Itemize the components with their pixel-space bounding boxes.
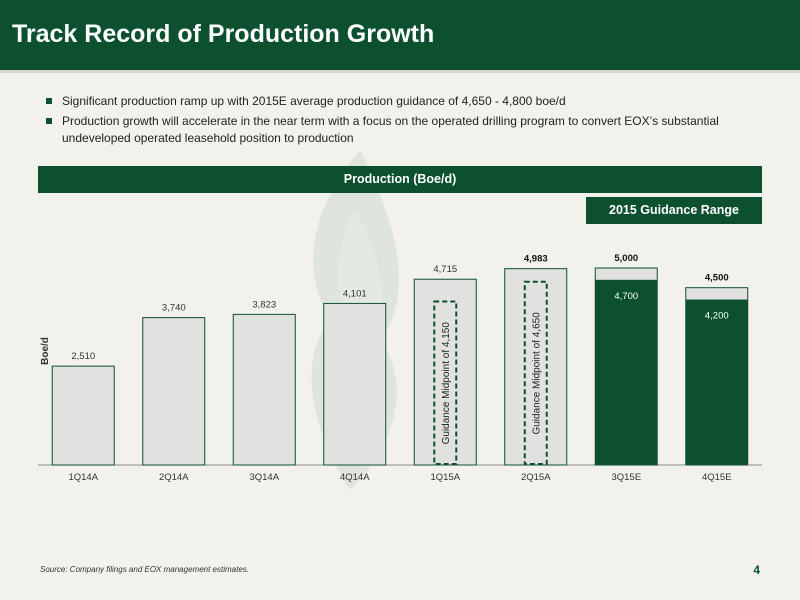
- x-tick-label-4Q15E: 4Q15E: [702, 472, 732, 483]
- value-label-2Q14A: 3,740: [162, 303, 186, 314]
- y-axis-label: Boe/d: [40, 337, 51, 365]
- bullet-list: Significant production ramp up with 2015…: [44, 93, 764, 150]
- bar-guidance-low-3Q15E: [595, 279, 658, 465]
- bullet-item: Significant production ramp up with 2015…: [44, 93, 764, 110]
- bar-inner-label-4Q15E: 4,200: [705, 311, 729, 322]
- bar-guidance-low-4Q15E: [685, 299, 748, 465]
- bar-1Q14A: [51, 365, 115, 466]
- x-tick-label-3Q15E: 3Q15E: [611, 472, 641, 483]
- x-tick-label-4Q14A: 4Q14A: [340, 472, 370, 483]
- value-label-2Q15A: 4,983: [524, 254, 548, 265]
- value-label-4Q15E: 4,500: [705, 273, 729, 284]
- x-tick-label-1Q15A: 1Q15A: [430, 472, 460, 483]
- bar-1Q15A: [413, 278, 477, 466]
- bar-4Q14A: [323, 302, 387, 466]
- source-note: Source: Company filings and EOX manageme…: [40, 565, 249, 574]
- x-tick-label-1Q14A: 1Q14A: [68, 472, 98, 483]
- header-divider: [0, 70, 800, 73]
- value-label-4Q14A: 4,101: [343, 288, 367, 299]
- chart-section-banner: Production (Boe/d): [38, 166, 762, 193]
- bullet-text: Significant production ramp up with 2015…: [62, 94, 566, 108]
- midpoint-label-2Q15A: Guidance Midpoint of 4,650: [532, 312, 543, 435]
- bullet-item: Production growth will accelerate in the…: [44, 113, 764, 147]
- x-tick-label-2Q15A: 2Q15A: [521, 472, 551, 483]
- bar-3Q14A: [232, 313, 296, 466]
- bullet-square-icon: [46, 118, 52, 124]
- bullet-text: Production growth will accelerate in the…: [62, 114, 719, 145]
- bar-2Q15A: [504, 268, 568, 466]
- x-tick-label-3Q14A: 3Q14A: [249, 472, 279, 483]
- page-title: Track Record of Production Growth: [12, 20, 435, 48]
- x-tick-label-2Q14A: 2Q14A: [159, 472, 189, 483]
- bar-2Q14A: [142, 317, 206, 466]
- header-bar: [0, 0, 800, 70]
- midpoint-label-1Q15A: Guidance Midpoint of 4,150: [441, 322, 452, 445]
- value-label-1Q14A: 2,510: [71, 351, 95, 362]
- bar-inner-label-3Q15E: 4,700: [614, 291, 638, 302]
- midpoint-box-1Q15A: [433, 300, 458, 465]
- value-label-3Q14A: 3,823: [252, 299, 276, 310]
- bullet-square-icon: [46, 98, 52, 104]
- guidance-range-badge: 2015 Guidance Range: [586, 197, 762, 224]
- midpoint-box-2Q15A: [523, 280, 548, 466]
- page-number: 4: [753, 563, 760, 577]
- value-label-3Q15E: 5,000: [614, 253, 638, 264]
- value-label-1Q15A: 4,715: [433, 264, 457, 275]
